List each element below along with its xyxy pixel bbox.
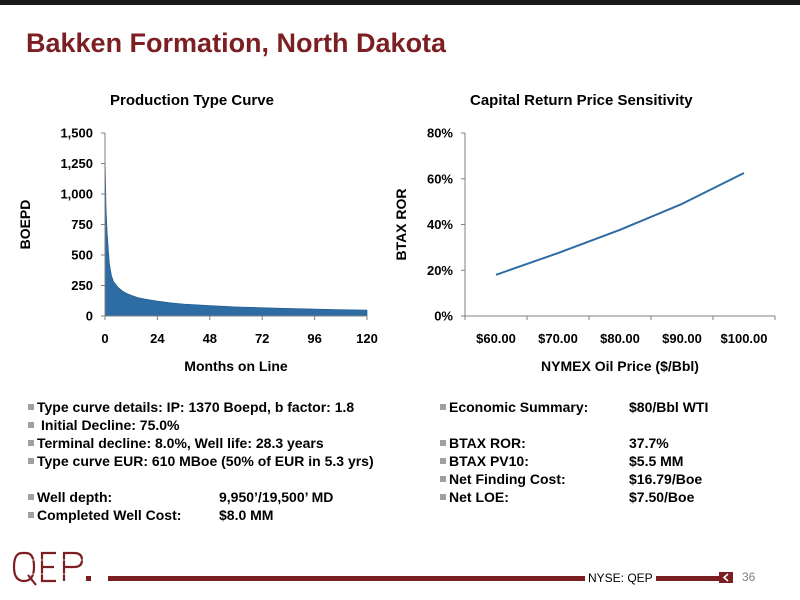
list-item-label: Well depth: bbox=[37, 489, 113, 505]
list-item: BTAX PV10: $5.5 MM bbox=[440, 452, 708, 470]
list-item-label: Completed Well Cost: bbox=[37, 507, 182, 523]
y-tick-label: 500 bbox=[71, 248, 93, 263]
list-item: Well depth: 9,950’/19,500’ MD bbox=[28, 488, 374, 506]
x-tick-label: 0 bbox=[101, 331, 108, 346]
list-item-label: BTAX PV10: bbox=[449, 453, 529, 469]
y-tick-label: 1,000 bbox=[60, 187, 93, 202]
arrow-icon bbox=[719, 572, 733, 583]
sensitivity-chart-title: Capital Return Price Sensitivity bbox=[470, 92, 693, 109]
footer-rule bbox=[108, 576, 720, 581]
list-item-label: Net LOE: bbox=[449, 489, 509, 505]
list-item-label: BTAX ROR: bbox=[449, 435, 526, 451]
bullet-square-icon bbox=[28, 458, 34, 464]
list-item: Type curve EUR: 610 MBoe (50% of EUR in … bbox=[28, 452, 374, 470]
list-item-label: Type curve details: IP: 1370 Boepd, b fa… bbox=[37, 399, 355, 415]
bullet-square-icon bbox=[440, 494, 446, 500]
x-axis-label: Months on Line bbox=[184, 358, 288, 374]
list-item: Completed Well Cost: $8.0 MM bbox=[28, 506, 374, 524]
list-item-value: $5.5 MM bbox=[629, 453, 684, 469]
top-border bbox=[0, 0, 800, 5]
list-item-label: Net Finding Cost: bbox=[449, 471, 566, 487]
bullet-square-icon bbox=[440, 440, 446, 446]
y-axis-label: BOEPD bbox=[17, 200, 33, 250]
x-tick-label: 120 bbox=[356, 331, 378, 346]
list-item: Terminal decline: 8.0%, Well life: 28.3 … bbox=[28, 434, 374, 452]
list-item-value: 37.7% bbox=[629, 435, 669, 451]
bullet-square-icon bbox=[440, 404, 446, 410]
production-area-series bbox=[104, 148, 368, 317]
list-item-label: Terminal decline: 8.0%, Well life: 28.3 … bbox=[37, 435, 324, 451]
list-item-label: Type curve EUR: 610 MBoe (50% of EUR in … bbox=[37, 453, 374, 469]
list-item-value: $80/Bbl WTI bbox=[629, 399, 709, 415]
y-tick-label: 0 bbox=[86, 309, 93, 324]
y-tick-label: 1,500 bbox=[60, 126, 93, 141]
list-item: Initial Decline: 75.0% bbox=[28, 416, 374, 434]
list-item-label: Economic Summary: bbox=[449, 399, 589, 415]
stock-ticker: NYSE: QEP bbox=[585, 571, 656, 585]
y-tick-label: 750 bbox=[71, 217, 93, 232]
y-tick-label: 250 bbox=[71, 278, 93, 293]
page-number: 36 bbox=[742, 570, 756, 584]
bullet-square-icon bbox=[440, 458, 446, 464]
bullet-square-icon bbox=[28, 494, 34, 500]
list-item: Type curve details: IP: 1370 Boepd, b fa… bbox=[28, 398, 374, 416]
list-item-value: $7.50/Boe bbox=[629, 489, 695, 505]
type-curve-details-list: Type curve details: IP: 1370 Boepd, b fa… bbox=[28, 398, 374, 524]
x-tick-label: 24 bbox=[150, 331, 165, 346]
bullet-square-icon bbox=[28, 422, 34, 428]
slide-title: Bakken Formation, North Dakota bbox=[26, 28, 447, 58]
list-item-value: 9,950’/19,500’ MD bbox=[219, 489, 334, 505]
bullet-square-icon bbox=[28, 440, 34, 446]
list-item: Net LOE: $7.50/Boe bbox=[440, 488, 708, 506]
list-item: Economic Summary: $80/Bbl WTI bbox=[440, 398, 708, 416]
production-chart-title: Production Type Curve bbox=[110, 92, 274, 109]
bullet-square-icon bbox=[28, 404, 34, 410]
x-tick-label: 72 bbox=[255, 331, 269, 346]
x-tick-label: 96 bbox=[307, 331, 321, 346]
bullet-square-icon bbox=[28, 512, 34, 518]
list-item-value: $8.0 MM bbox=[219, 507, 274, 523]
x-tick-label: 48 bbox=[203, 331, 217, 346]
y-tick-label: 1,250 bbox=[60, 156, 93, 171]
economic-summary-list: Economic Summary: $80/Bbl WTI BTAX ROR: … bbox=[440, 398, 708, 506]
list-item: Net Finding Cost: $16.79/Boe bbox=[440, 470, 708, 488]
list-item-value: $16.79/Boe bbox=[629, 471, 703, 487]
bullet-square-icon bbox=[440, 476, 446, 482]
list-item-label: Initial Decline: 75.0% bbox=[41, 417, 180, 433]
qep-logo-icon bbox=[12, 551, 91, 586]
list-item: BTAX ROR: 37.7% bbox=[440, 434, 708, 452]
